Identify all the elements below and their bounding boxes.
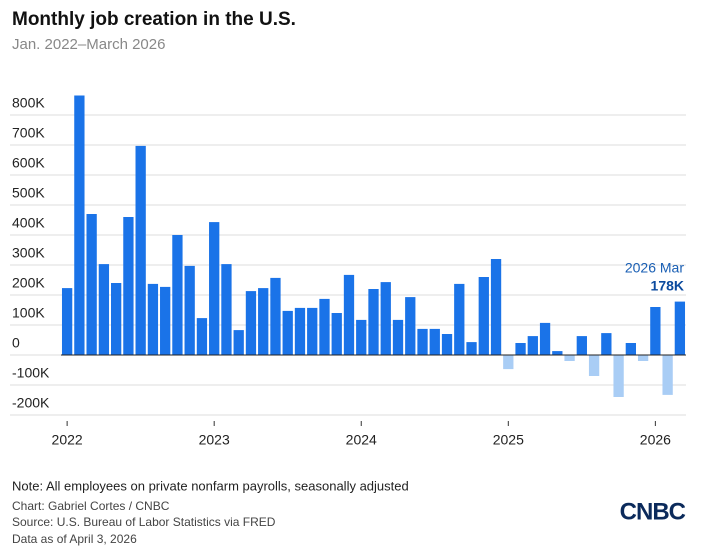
bar [221, 264, 232, 355]
x-tick-label: 2023 [199, 432, 230, 448]
bar [539, 322, 551, 355]
x-tick-label: 2025 [493, 432, 524, 448]
bar [417, 328, 428, 355]
bar [319, 298, 330, 355]
bar [392, 319, 404, 355]
y-tick-label: 100K [12, 305, 45, 321]
x-tick-label: 2026 [640, 432, 671, 448]
bar [515, 343, 526, 355]
bar [184, 265, 195, 355]
y-tick-label: 500K [12, 185, 45, 201]
bar [307, 307, 318, 355]
bar [613, 355, 624, 397]
bar [74, 95, 85, 355]
bar [233, 330, 244, 355]
bar [601, 333, 612, 355]
bar [429, 328, 440, 355]
date-note: Data as of April 3, 2026 [12, 532, 137, 546]
bar [123, 217, 134, 355]
bar [552, 351, 563, 355]
note: Note: All employees on private nonfarm p… [12, 478, 409, 493]
bar [61, 288, 73, 355]
bar [490, 259, 502, 355]
bar [196, 318, 208, 355]
bar [270, 277, 281, 355]
y-tick-label: 700K [12, 125, 45, 141]
bar [356, 319, 367, 355]
bar [503, 355, 514, 370]
y-tick-label: 600K [12, 155, 45, 171]
bar [674, 301, 686, 355]
bar [662, 355, 673, 395]
chart-subtitle: Jan. 2022–March 2026 [12, 36, 165, 53]
bar [527, 336, 538, 355]
y-tick-label: -200K [12, 395, 50, 411]
bar [135, 145, 146, 355]
bar [368, 289, 379, 355]
bar [294, 307, 306, 355]
chart-title: Monthly job creation in the U.S. [12, 9, 296, 30]
bar [245, 291, 257, 355]
y-tick-label: 400K [12, 215, 45, 231]
bar [258, 288, 269, 355]
bar [405, 297, 416, 355]
bar [576, 336, 587, 355]
y-tick-label: 0 [12, 335, 20, 351]
bar [564, 355, 575, 361]
value-label: 178K [651, 277, 684, 293]
bar [478, 277, 489, 355]
bar [209, 222, 220, 355]
bar [343, 274, 355, 355]
bar [454, 283, 465, 355]
credit: Chart: Gabriel Cortes / CNBC [12, 499, 170, 513]
bar [331, 313, 342, 355]
x-tick-label: 2024 [346, 432, 377, 448]
bar [111, 283, 122, 355]
bar [588, 355, 600, 376]
y-tick-label: 200K [12, 275, 45, 291]
x-tick-label: 2022 [52, 432, 83, 448]
logo: CNBC [620, 498, 686, 525]
bar [441, 334, 453, 355]
bar [98, 264, 110, 355]
y-tick-label: 300K [12, 245, 45, 261]
y-tick-label: 800K [12, 95, 45, 111]
bar [172, 235, 183, 355]
bar [650, 307, 661, 355]
bar [147, 283, 159, 355]
bar [625, 343, 636, 355]
bar [380, 282, 391, 355]
source: Source: U.S. Bureau of Labor Statistics … [12, 515, 276, 529]
bar [282, 310, 293, 355]
bar [86, 214, 97, 355]
bar [637, 355, 649, 361]
bar [160, 286, 171, 355]
annotation: 2026 Mar [625, 259, 684, 275]
bar [466, 342, 477, 355]
y-tick-label: -100K [12, 365, 50, 381]
